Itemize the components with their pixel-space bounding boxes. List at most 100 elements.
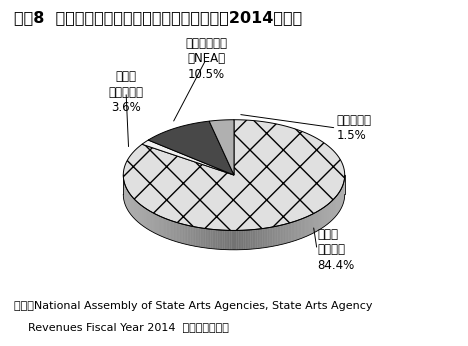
Polygon shape: [259, 229, 261, 248]
Polygon shape: [140, 204, 141, 224]
Polygon shape: [254, 229, 256, 249]
Polygon shape: [209, 229, 211, 248]
Polygon shape: [142, 206, 143, 226]
Polygon shape: [228, 230, 230, 250]
Polygon shape: [312, 214, 313, 234]
Polygon shape: [157, 215, 159, 235]
Polygon shape: [135, 200, 136, 220]
Polygon shape: [269, 227, 271, 247]
Polygon shape: [150, 211, 151, 231]
Polygon shape: [216, 230, 218, 249]
Polygon shape: [138, 203, 139, 223]
Polygon shape: [322, 208, 323, 228]
Polygon shape: [183, 224, 184, 244]
Polygon shape: [307, 216, 308, 236]
Polygon shape: [142, 140, 234, 175]
Polygon shape: [256, 229, 257, 249]
Polygon shape: [218, 230, 219, 249]
Polygon shape: [263, 228, 264, 248]
Polygon shape: [235, 230, 237, 250]
Polygon shape: [249, 230, 250, 249]
Polygon shape: [124, 177, 344, 250]
Polygon shape: [264, 228, 266, 248]
Text: 州政府
その他予算
3.6%: 州政府 その他予算 3.6%: [109, 70, 144, 114]
Polygon shape: [131, 195, 132, 216]
Polygon shape: [247, 230, 249, 249]
Polygon shape: [153, 212, 154, 233]
Text: Revenues Fiscal Year 2014  に基づいて作成: Revenues Fiscal Year 2014 に基づいて作成: [14, 322, 229, 332]
Polygon shape: [129, 193, 130, 213]
Polygon shape: [224, 230, 226, 250]
Polygon shape: [285, 224, 287, 244]
Polygon shape: [311, 215, 312, 234]
Polygon shape: [155, 214, 156, 234]
Polygon shape: [318, 210, 319, 230]
Polygon shape: [287, 223, 288, 243]
Polygon shape: [274, 226, 276, 246]
Text: 図表8  米国州政府の芸術支援組織の歳入内訳（2014年度）: 図表8 米国州政府の芸術支援組織の歳入内訳（2014年度）: [14, 10, 302, 25]
Polygon shape: [272, 227, 274, 246]
Polygon shape: [293, 221, 294, 242]
Polygon shape: [250, 230, 252, 249]
Polygon shape: [189, 226, 190, 245]
Polygon shape: [279, 225, 281, 245]
Polygon shape: [209, 120, 234, 175]
Polygon shape: [151, 212, 153, 232]
Polygon shape: [160, 216, 161, 236]
Polygon shape: [325, 206, 326, 226]
Polygon shape: [168, 219, 169, 239]
Polygon shape: [161, 217, 162, 237]
Polygon shape: [242, 230, 244, 250]
Polygon shape: [194, 227, 196, 246]
Polygon shape: [315, 212, 317, 232]
Polygon shape: [204, 228, 205, 248]
Polygon shape: [301, 218, 303, 238]
Polygon shape: [268, 228, 269, 247]
Polygon shape: [221, 230, 223, 249]
Text: 民間資金等
1.5%: 民間資金等 1.5%: [336, 114, 372, 142]
Polygon shape: [197, 227, 199, 247]
Polygon shape: [300, 219, 301, 239]
Polygon shape: [148, 210, 149, 230]
Polygon shape: [202, 228, 204, 248]
Polygon shape: [294, 221, 296, 241]
Polygon shape: [303, 218, 304, 238]
Polygon shape: [326, 205, 327, 225]
Polygon shape: [304, 217, 306, 237]
Polygon shape: [340, 190, 341, 210]
Polygon shape: [297, 220, 299, 240]
Polygon shape: [331, 201, 332, 221]
Polygon shape: [266, 228, 268, 247]
Polygon shape: [282, 225, 284, 244]
Polygon shape: [141, 205, 142, 225]
Polygon shape: [237, 230, 238, 250]
Polygon shape: [332, 200, 333, 220]
Polygon shape: [329, 203, 330, 223]
Polygon shape: [167, 219, 168, 239]
Polygon shape: [196, 227, 197, 247]
Polygon shape: [175, 222, 176, 242]
Polygon shape: [172, 221, 174, 241]
Polygon shape: [257, 229, 259, 248]
Polygon shape: [324, 206, 325, 226]
Polygon shape: [321, 208, 322, 228]
Polygon shape: [296, 220, 297, 240]
Polygon shape: [148, 121, 234, 175]
Polygon shape: [219, 230, 221, 249]
Polygon shape: [178, 223, 180, 243]
Polygon shape: [278, 226, 279, 245]
Polygon shape: [233, 230, 235, 250]
Polygon shape: [252, 229, 254, 249]
Polygon shape: [176, 222, 178, 242]
Polygon shape: [164, 218, 165, 238]
Polygon shape: [261, 229, 263, 248]
Polygon shape: [192, 226, 194, 246]
Polygon shape: [159, 216, 160, 236]
Polygon shape: [154, 213, 155, 233]
Polygon shape: [337, 194, 338, 214]
Polygon shape: [240, 230, 242, 250]
Polygon shape: [334, 198, 335, 218]
Polygon shape: [328, 203, 329, 224]
Polygon shape: [288, 223, 290, 243]
Polygon shape: [186, 225, 187, 245]
